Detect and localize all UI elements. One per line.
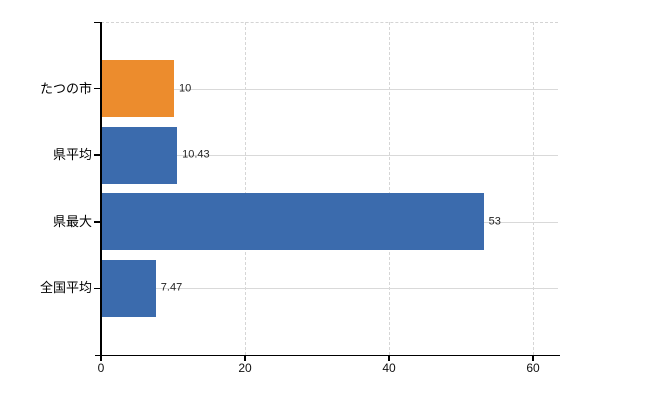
plot-top-border	[101, 22, 558, 23]
vertical-gridline	[533, 22, 534, 355]
category-label: 全国平均	[39, 280, 92, 296]
category-label: 県平均	[52, 147, 92, 163]
x-axis-tick-label: 0	[97, 361, 105, 375]
x-axis-tick-label: 20	[238, 361, 252, 375]
y-axis-tick	[94, 221, 101, 223]
x-axis-tick-label: 40	[382, 361, 396, 375]
x-axis-tick	[244, 355, 246, 361]
horizontal-gridline	[101, 155, 558, 157]
horizontal-gridline	[101, 88, 558, 90]
bar-全国平均	[102, 259, 156, 317]
bar-県最大	[102, 193, 484, 251]
bar-たつの市	[102, 60, 174, 118]
bar-value-label: 7.47	[160, 281, 183, 294]
bar-県平均	[102, 126, 178, 184]
x-axis-tick	[388, 355, 390, 361]
bar-value-label: 10.43	[182, 148, 210, 161]
category-label: 県最大	[52, 214, 92, 229]
vertical-gridline	[245, 22, 246, 355]
y-axis-line	[100, 22, 102, 355]
y-axis-tick	[94, 87, 101, 90]
y-axis-tick	[94, 287, 101, 290]
horizontal-gridline	[101, 288, 558, 290]
y-axis-tick	[94, 154, 101, 156]
bar-value-label: 10	[179, 82, 192, 95]
x-axis-tick-label: 60	[526, 361, 540, 375]
bar-value-label: 53	[488, 215, 501, 228]
y-axis-top-tick	[94, 21, 101, 23]
x-axis-tick	[532, 355, 534, 361]
x-axis-tick	[100, 355, 102, 361]
vertical-gridline	[389, 22, 390, 355]
category-label: たつの市	[39, 80, 92, 96]
x-axis-line	[95, 354, 560, 356]
